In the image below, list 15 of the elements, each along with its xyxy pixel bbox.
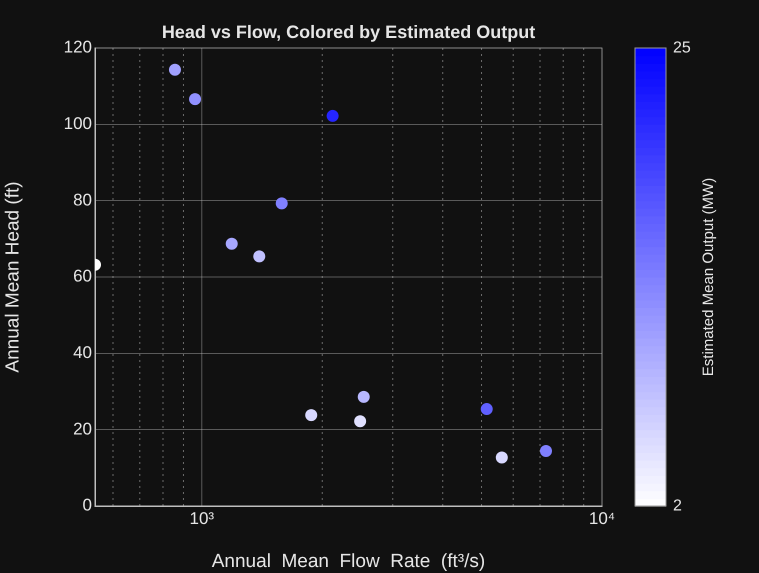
x-tick-label: 10⁴ [588, 508, 616, 528]
y-tick-label: 40 [73, 343, 92, 362]
color-bar-label: 25 [673, 39, 691, 56]
x-tick-label: 10³ [189, 508, 214, 528]
y-tick-label: 0 [82, 496, 92, 515]
chart-title: Head vs Flow, Colored by Estimated Output [162, 22, 536, 42]
x-axis-title: Annual Mean Flow Rate (ft³/s) [212, 550, 486, 572]
y-tick-label: 20 [73, 419, 92, 438]
y-axis-title: Annual Mean Head (ft) [2, 181, 24, 373]
y-tick-label: 60 [73, 266, 92, 286]
y-tick-label: 80 [73, 190, 92, 210]
y-tick-label: 120 [64, 38, 92, 57]
color-bar-title: Estimated Mean Output (MW) [700, 178, 718, 376]
color-bar-label: 2 [673, 497, 682, 514]
y-tick-label: 100 [64, 114, 92, 134]
